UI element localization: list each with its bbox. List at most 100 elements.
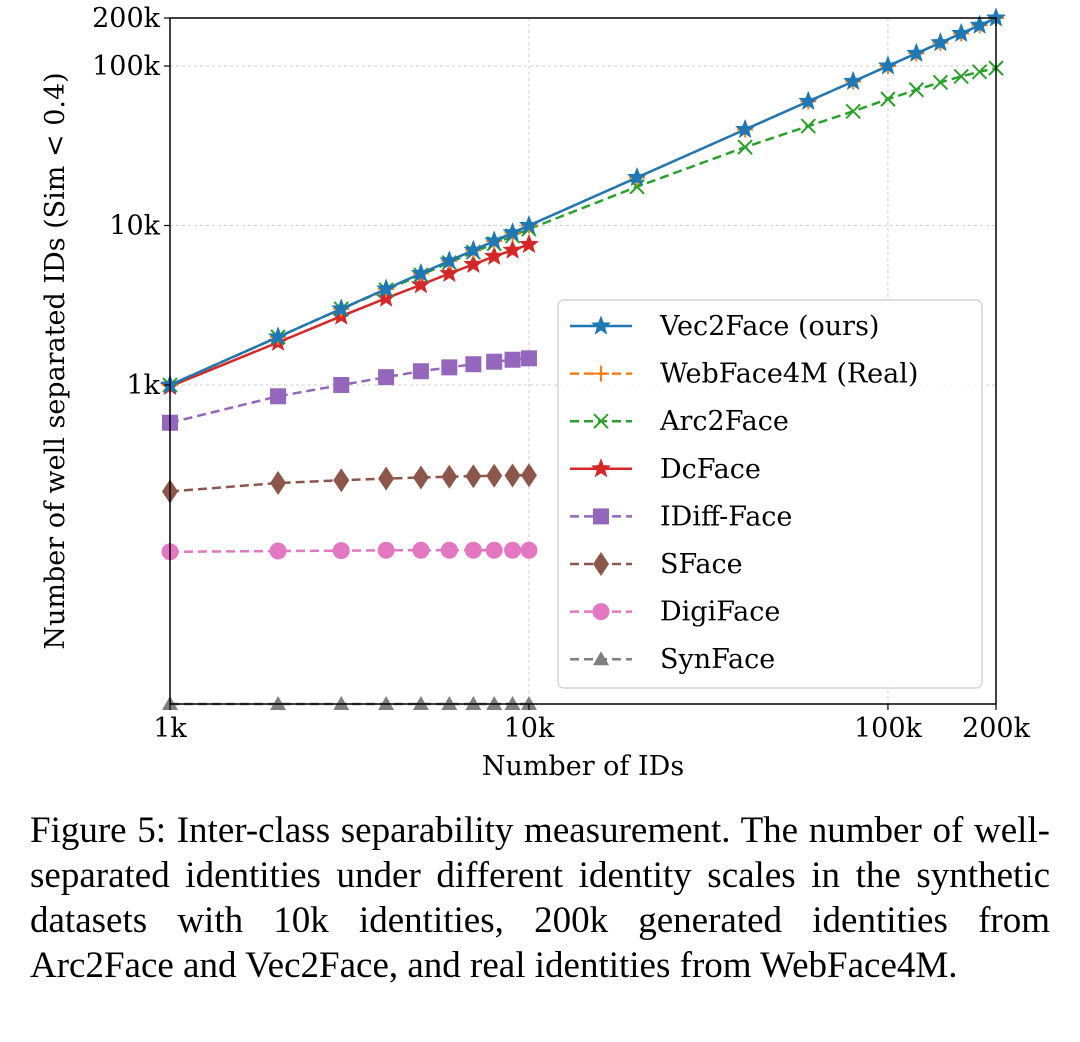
data-point xyxy=(331,298,352,318)
data-point xyxy=(441,464,458,489)
data-point xyxy=(486,696,503,710)
x-tick-label: 200k xyxy=(962,713,1031,744)
legend-label: WebFace4M (Real) xyxy=(660,359,918,390)
legend-label: Vec2Face (ours) xyxy=(659,311,879,342)
data-point xyxy=(504,351,521,368)
series-synface xyxy=(162,696,537,710)
data-point xyxy=(800,118,817,134)
legend-entry: Arc2Face xyxy=(570,406,789,437)
data-point xyxy=(333,377,350,394)
legend-label: SynFace xyxy=(660,644,775,675)
data-point xyxy=(270,388,287,405)
data-point xyxy=(626,166,648,187)
legend-marker xyxy=(593,508,609,525)
data-point xyxy=(842,70,864,91)
y-tick-label: 100k xyxy=(92,51,161,82)
y-tick-label: 200k xyxy=(92,3,161,34)
data-point xyxy=(737,139,753,155)
data-point xyxy=(880,91,896,107)
legend-entry: SynFace xyxy=(570,644,775,675)
series-sface xyxy=(162,463,537,504)
legend-label: Arc2Face xyxy=(659,406,789,437)
data-point xyxy=(520,696,537,710)
legend-marker xyxy=(590,458,612,478)
data-point xyxy=(486,463,503,488)
data-point xyxy=(483,245,505,266)
legend-marker xyxy=(590,315,612,335)
data-point xyxy=(440,541,458,559)
data-point xyxy=(332,542,350,560)
data-point xyxy=(410,262,432,283)
data-point xyxy=(441,359,458,376)
series-line xyxy=(169,357,530,424)
data-point xyxy=(375,278,397,298)
data-point xyxy=(485,541,503,559)
data-point xyxy=(270,696,287,710)
data-point xyxy=(502,239,523,259)
legend-marker xyxy=(593,552,609,576)
data-point xyxy=(953,68,969,85)
y-tick-label: 1k xyxy=(126,370,160,401)
data-point xyxy=(412,465,429,490)
y-axis-title: Number of well separated IDs (Sim < 0.4) xyxy=(40,72,71,649)
data-point xyxy=(375,287,397,307)
data-point xyxy=(439,250,460,270)
data-point xyxy=(465,356,482,373)
legend-marker xyxy=(593,365,609,382)
data-point xyxy=(932,74,949,91)
data-point xyxy=(378,466,395,491)
data-point xyxy=(798,90,819,111)
data-point xyxy=(465,696,482,710)
legend-label: IDiff-Face xyxy=(660,501,792,532)
series-idiff-face xyxy=(162,350,537,431)
data-point xyxy=(269,542,287,560)
data-point xyxy=(845,103,861,120)
legend-label: SFace xyxy=(660,549,743,580)
legend-marker xyxy=(593,413,609,429)
data-point xyxy=(412,363,429,380)
data-point xyxy=(504,463,521,488)
data-point xyxy=(439,262,460,283)
data-point xyxy=(520,541,538,559)
data-point xyxy=(734,118,756,139)
data-point xyxy=(464,541,482,559)
data-point xyxy=(378,369,395,386)
data-point xyxy=(969,14,990,34)
data-point xyxy=(504,696,521,710)
legend-label: DigiFace xyxy=(660,597,780,628)
series-digiface xyxy=(161,541,538,561)
legend-marker xyxy=(592,603,610,621)
series-vec2face-ours xyxy=(159,7,1007,394)
data-point xyxy=(520,350,537,367)
data-point xyxy=(908,82,925,98)
ticks: 1k 10k 100k 200k 1k 10k 100k 200k xyxy=(92,3,1030,744)
x-tick-label: 1k xyxy=(153,713,187,744)
data-point xyxy=(518,233,540,254)
data-point xyxy=(412,696,429,710)
data-point xyxy=(465,464,482,489)
data-point xyxy=(504,541,522,559)
data-point xyxy=(377,541,395,559)
data-point xyxy=(378,696,395,710)
data-point xyxy=(520,463,537,488)
legend-label: DcFace xyxy=(660,454,761,485)
data-point xyxy=(518,214,540,235)
x-tick-label: 100k xyxy=(854,713,923,744)
series-dcface xyxy=(159,233,540,396)
legend-marker xyxy=(593,651,609,666)
data-point xyxy=(463,253,484,274)
data-point xyxy=(930,31,951,52)
legend-entry: Vec2Face (ours) xyxy=(570,311,879,342)
separability-chart: 1k 10k 100k 200k 1k 10k 100k 200k Number of IDs… xyxy=(40,3,1031,782)
legend-entry: IDiff-Face xyxy=(570,501,792,532)
data-point xyxy=(971,64,988,80)
plot-frame xyxy=(169,17,997,705)
legend-entry: SFace xyxy=(570,549,743,580)
data-point xyxy=(270,471,287,496)
data-point xyxy=(486,353,503,370)
figure-caption: Figure 5: Inter-class separability measu… xyxy=(30,810,1050,986)
x-tick-label: 10k xyxy=(504,713,555,744)
legend-entry: WebFace4M (Real) xyxy=(570,359,918,390)
legend: Vec2Face (ours) WebFace4M (Real) Arc2Face D… xyxy=(557,299,983,689)
data-point xyxy=(483,230,505,250)
